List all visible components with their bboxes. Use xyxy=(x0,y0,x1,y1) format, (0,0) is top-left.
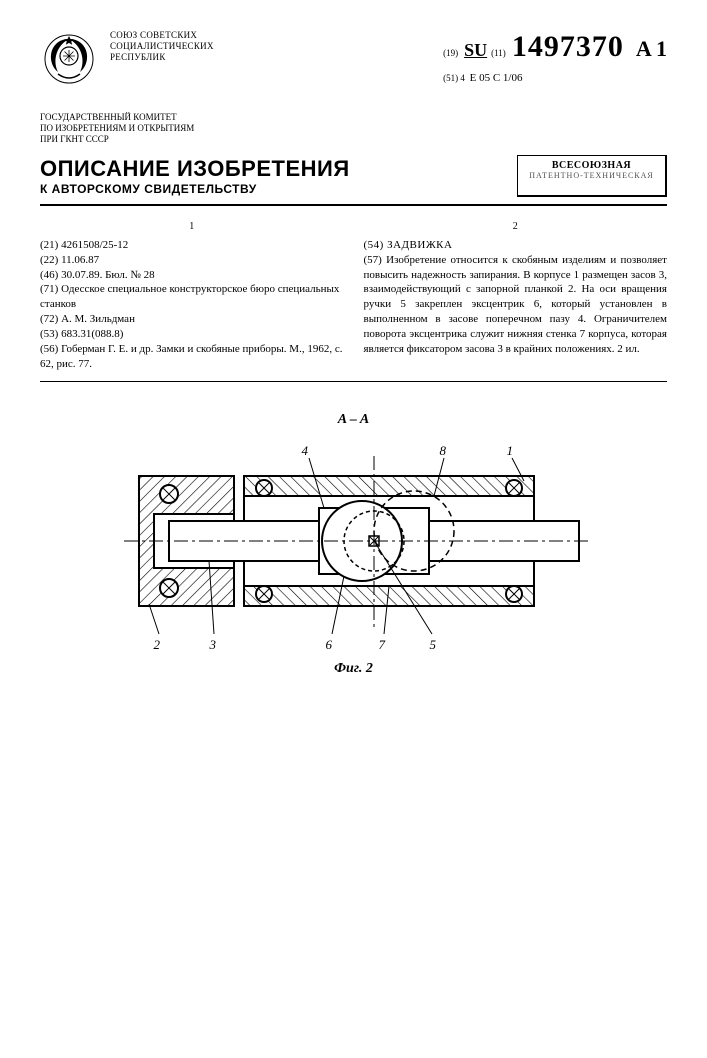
kind-code: A 1 xyxy=(636,36,667,62)
biblio-columns: 1 (21) 4261508/25-12 (22) 11.06.87 (46) … xyxy=(40,220,667,371)
field-72: (72) А. М. Зильдман xyxy=(40,312,344,327)
figure-2: A – A xyxy=(40,412,667,677)
biblio-col-1: 1 (21) 4261508/25-12 (22) 11.06.87 (46) … xyxy=(40,220,344,371)
committee-block: ГОСУДАРСТВЕННЫЙ КОМИТЕТ ПО ИЗОБРЕТЕНИЯМ … xyxy=(40,112,667,144)
inid-51: (51) 4 xyxy=(443,73,465,83)
publication-number-line: (19) SU (11) 1497370 A 1 xyxy=(443,30,667,64)
issuer-line-1: СОЮЗ СОВЕТСКИХ xyxy=(110,30,431,41)
inid-19: (19) xyxy=(443,48,458,58)
field-22: (22) 11.06.87 xyxy=(40,253,344,268)
figure-caption: Фиг. 2 xyxy=(40,661,667,677)
field-56: (56) Гоберман Г. Е. и др. Замки и скобян… xyxy=(40,342,344,372)
issuer-block: СОЮЗ СОВЕТСКИХ СОЦИАЛИСТИЧЕСКИХ РЕСПУБЛИ… xyxy=(110,30,431,62)
committee-line-3: ПРИ ГКНТ СССР xyxy=(40,134,667,145)
ipc-line: (51) 4 E 05 C 1/06 xyxy=(443,72,667,84)
fig-label-3: 3 xyxy=(210,637,217,653)
divider-mid xyxy=(40,381,667,382)
figure-drawing xyxy=(114,436,594,646)
country-code: SU xyxy=(464,40,487,61)
spine-pubnum: (19) SU (11) 1497370 A 1 xyxy=(703,880,707,1058)
stamp-line-1: ВСЕСОЮЗНАЯ xyxy=(520,160,663,171)
patent-page: СОЮЗ СОВЕТСКИХ СОЦИАЛИСТИЧЕСКИХ РЕСПУБЛИ… xyxy=(0,0,707,1000)
field-53: (53) 683.31(088.8) xyxy=(40,327,344,342)
field-54: (54) ЗАДВИЖКА xyxy=(364,238,668,253)
fig-label-4: 4 xyxy=(302,443,309,459)
fig-label-7: 7 xyxy=(379,637,386,653)
col-num-2: 2 xyxy=(364,220,668,234)
divider-top xyxy=(40,204,667,206)
codes-block: (19) SU (11) 1497370 A 1 (51) 4 E 05 C 1… xyxy=(443,30,667,84)
spine-pubnum: 1497370 xyxy=(703,914,707,998)
committee-line-1: ГОСУДАРСТВЕННЫЙ КОМИТЕТ xyxy=(40,112,667,123)
header-row: СОЮЗ СОВЕТСКИХ СОЦИАЛИСТИЧЕСКИХ РЕСПУБЛИ… xyxy=(40,30,667,88)
stamp-line-2: ПАТЕНТНО-ТЕХНИЧЕСКАЯ xyxy=(520,171,663,180)
biblio-col-2: 2 (54) ЗАДВИЖКА (57) Изобретение относит… xyxy=(364,220,668,371)
fig-label-5: 5 xyxy=(430,637,437,653)
field-46: (46) 30.07.89. Бюл. № 28 xyxy=(40,268,344,283)
library-stamp: ВСЕСОЮЗНАЯ ПАТЕНТНО-ТЕХНИЧЕСКАЯ xyxy=(517,155,667,197)
col-num-1: 1 xyxy=(40,220,344,234)
fig-label-2: 2 xyxy=(154,637,161,653)
field-21: (21) 4261508/25-12 xyxy=(40,238,344,253)
ipc-class: E 05 C 1/06 xyxy=(470,72,523,84)
field-57: (57) Изобретение относится к скобяным из… xyxy=(364,253,668,357)
field-71: (71) Одесское специальное конструкторско… xyxy=(40,282,344,312)
fig-label-8: 8 xyxy=(440,443,447,459)
publication-number: 1497370 xyxy=(512,30,624,64)
issuer-line-3: РЕСПУБЛИК xyxy=(110,52,431,63)
section-label: A – A xyxy=(40,412,667,428)
fig-label-6: 6 xyxy=(326,637,333,653)
committee-line-2: ПО ИЗОБРЕТЕНИЯМ И ОТКРЫТИЯМ xyxy=(40,123,667,134)
issuer-line-2: СОЦИАЛИСТИЧЕСКИХ xyxy=(110,41,431,52)
state-emblem-icon xyxy=(40,30,98,88)
inid-11: (11) xyxy=(491,48,506,58)
fig-label-1: 1 xyxy=(507,443,514,459)
